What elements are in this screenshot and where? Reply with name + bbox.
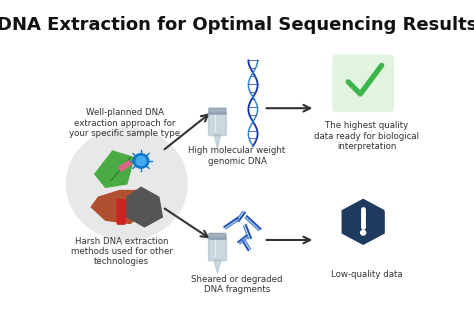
Polygon shape [127,187,163,227]
Circle shape [136,156,146,165]
Text: Well-planned DNA
extraction approach for
your specific sample type: Well-planned DNA extraction approach for… [70,108,181,138]
Polygon shape [342,199,384,244]
Text: High molecular weight
genomic DNA: High molecular weight genomic DNA [188,146,286,166]
Circle shape [133,154,149,168]
Polygon shape [95,151,134,187]
Text: Low-quality data: Low-quality data [331,270,402,279]
Polygon shape [214,260,221,273]
FancyBboxPatch shape [333,56,393,112]
Circle shape [361,230,365,235]
Circle shape [66,128,187,240]
FancyBboxPatch shape [209,233,226,239]
FancyBboxPatch shape [209,108,226,114]
Text: DNA Extraction for Optimal Sequencing Results: DNA Extraction for Optimal Sequencing Re… [0,16,474,34]
Text: The highest quality
data ready for biological
interpretation: The highest quality data ready for biolo… [314,121,419,151]
Text: Sheared or degraded
DNA fragments: Sheared or degraded DNA fragments [191,275,283,294]
FancyBboxPatch shape [209,237,227,261]
Text: Harsh DNA extraction
methods used for other
technologies: Harsh DNA extraction methods used for ot… [71,237,173,266]
Polygon shape [118,161,131,171]
Polygon shape [91,191,148,223]
FancyBboxPatch shape [209,112,227,136]
FancyBboxPatch shape [117,200,125,224]
Polygon shape [214,135,221,148]
